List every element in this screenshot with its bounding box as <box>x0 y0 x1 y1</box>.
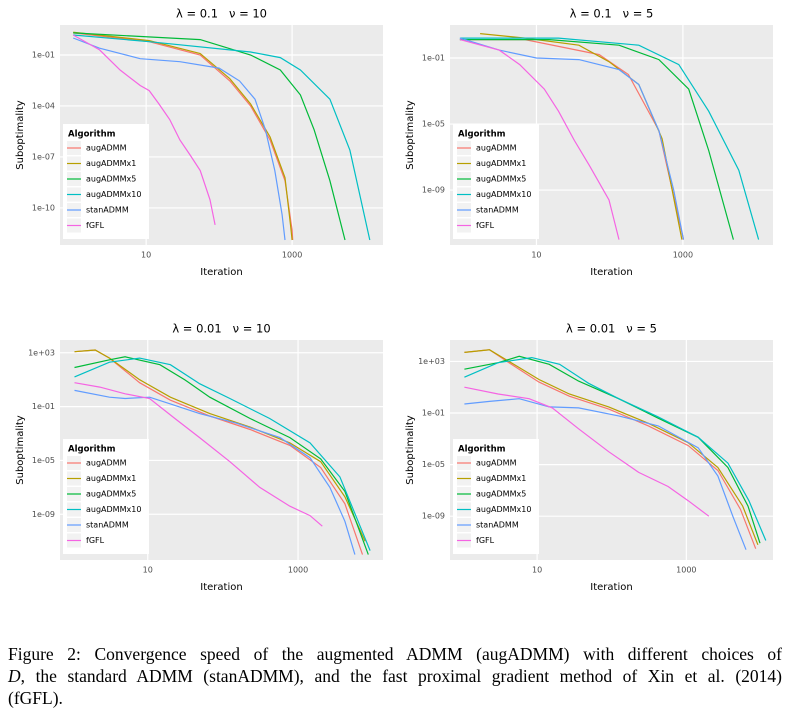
series-line <box>464 356 767 541</box>
y-tick-label: 1e-05 <box>32 456 55 465</box>
legend-label: augADMM <box>476 459 517 468</box>
caption-text: , the standard ADMM (stanADMM), and the … <box>20 666 782 686</box>
series-line <box>73 32 346 241</box>
legend-label: augADMMx5 <box>86 490 136 499</box>
legend-label: augADMMx10 <box>86 190 141 199</box>
legend-label: augADMMx10 <box>476 190 531 199</box>
x-tick-label: 1000 <box>673 251 693 260</box>
legend-label: augADMMx5 <box>86 175 136 184</box>
y-tick-label: 1e-09 <box>422 186 445 195</box>
x-tick-label: 10 <box>532 566 542 575</box>
y-axis-label: Suboptimality <box>15 100 26 170</box>
legend-label: augADMM <box>86 144 127 153</box>
x-tick-label: 1000 <box>288 566 308 575</box>
y-tick-label: 1e+03 <box>28 348 55 357</box>
chart-title: λ = 0.01 ν = 5 <box>566 322 657 336</box>
legend-title: Algorithm <box>458 130 506 140</box>
y-axis-label: Suboptimality <box>405 100 416 170</box>
y-tick-label: 1e-09 <box>32 510 55 519</box>
legend-label: augADMMx5 <box>476 490 526 499</box>
legend-label: augADMM <box>86 459 127 468</box>
legend-label: augADMMx1 <box>476 159 526 168</box>
series-line <box>464 349 759 546</box>
y-tick-label: 1e-04 <box>32 101 55 110</box>
x-tick-label: 1000 <box>282 251 302 260</box>
y-tick-label: 1e-07 <box>32 152 55 161</box>
chart-title: λ = 0.1 ν = 5 <box>570 7 654 21</box>
series-line <box>464 349 757 549</box>
y-tick-label: 1e-09 <box>422 512 445 521</box>
legend-title: Algorithm <box>68 445 116 455</box>
legend-label: augADMMx1 <box>86 474 136 483</box>
chart-title: λ = 0.01 ν = 10 <box>172 322 270 336</box>
series-line <box>74 382 323 527</box>
series-line <box>73 31 293 241</box>
caption-line: (fGFL). <box>8 687 782 709</box>
legend-label: stanADMM <box>86 521 129 530</box>
legend-label: augADMMx5 <box>476 175 526 184</box>
series-line <box>459 37 760 240</box>
caption-italic: D <box>8 666 21 686</box>
legend-label: fGFL <box>476 221 495 230</box>
caption-text: Figure 2: Convergence speed of the augme… <box>8 644 782 664</box>
legend-label: augADMMx10 <box>476 505 531 514</box>
series-line <box>459 37 685 240</box>
legend-label: augADMMx10 <box>86 505 141 514</box>
caption: Figure 2: Convergence speed of the augme… <box>8 643 782 709</box>
x-tick-label: 1000 <box>676 566 696 575</box>
x-axis-label: Iteration <box>200 267 242 278</box>
series-line <box>74 356 369 555</box>
y-tick-label: 1e-01 <box>32 50 55 59</box>
series-line <box>459 39 734 240</box>
x-tick-label: 10 <box>531 251 541 260</box>
legend-title: Algorithm <box>458 445 506 455</box>
series-line <box>72 37 286 241</box>
y-axis-label: Suboptimality <box>405 415 416 485</box>
series-line <box>464 398 747 550</box>
series-line <box>464 386 710 517</box>
legend-label: fGFL <box>476 536 495 545</box>
series-line <box>72 34 216 226</box>
series-line <box>73 34 371 241</box>
y-tick-label: 1e-01 <box>422 409 445 418</box>
legend-label: stanADMM <box>476 206 519 215</box>
x-tick-label: 10 <box>141 251 151 260</box>
legend-label: augADMMx1 <box>86 159 136 168</box>
x-tick-label: 10 <box>143 566 153 575</box>
caption-text: (fGFL). <box>8 688 63 708</box>
legend-label: fGFL <box>86 221 105 230</box>
series-line <box>74 349 366 542</box>
series-line <box>459 39 620 240</box>
series-line <box>74 389 356 555</box>
x-axis-label: Iteration <box>200 582 242 593</box>
legend-label: fGFL <box>86 536 105 545</box>
y-tick-label: 1e-05 <box>422 460 445 469</box>
x-axis-label: Iteration <box>590 267 632 278</box>
legend-label: stanADMM <box>86 206 129 215</box>
legend-title: Algorithm <box>68 130 116 140</box>
y-tick-label: 1e+03 <box>418 357 445 366</box>
series-line <box>74 357 371 551</box>
x-axis-label: Iteration <box>590 582 632 593</box>
y-tick-label: 1e-10 <box>32 203 55 212</box>
legend-label: stanADMM <box>476 521 519 530</box>
chart-title: λ = 0.1 ν = 10 <box>176 7 267 21</box>
caption-line: D, the standard ADMM (stanADMM), and the… <box>8 665 782 687</box>
y-tick-label: 1e-01 <box>422 54 445 63</box>
y-axis-label: Suboptimality <box>15 415 26 485</box>
y-tick-label: 1e-01 <box>32 402 55 411</box>
legend-label: augADMM <box>476 144 517 153</box>
legend-label: augADMMx1 <box>476 474 526 483</box>
chart-grid: λ = 0.1 ν = 10 Iteration Suboptimality 1e-0… <box>15 7 773 593</box>
y-tick-label: 1e-05 <box>422 120 445 129</box>
caption-line: Figure 2: Convergence speed of the augme… <box>8 643 782 665</box>
